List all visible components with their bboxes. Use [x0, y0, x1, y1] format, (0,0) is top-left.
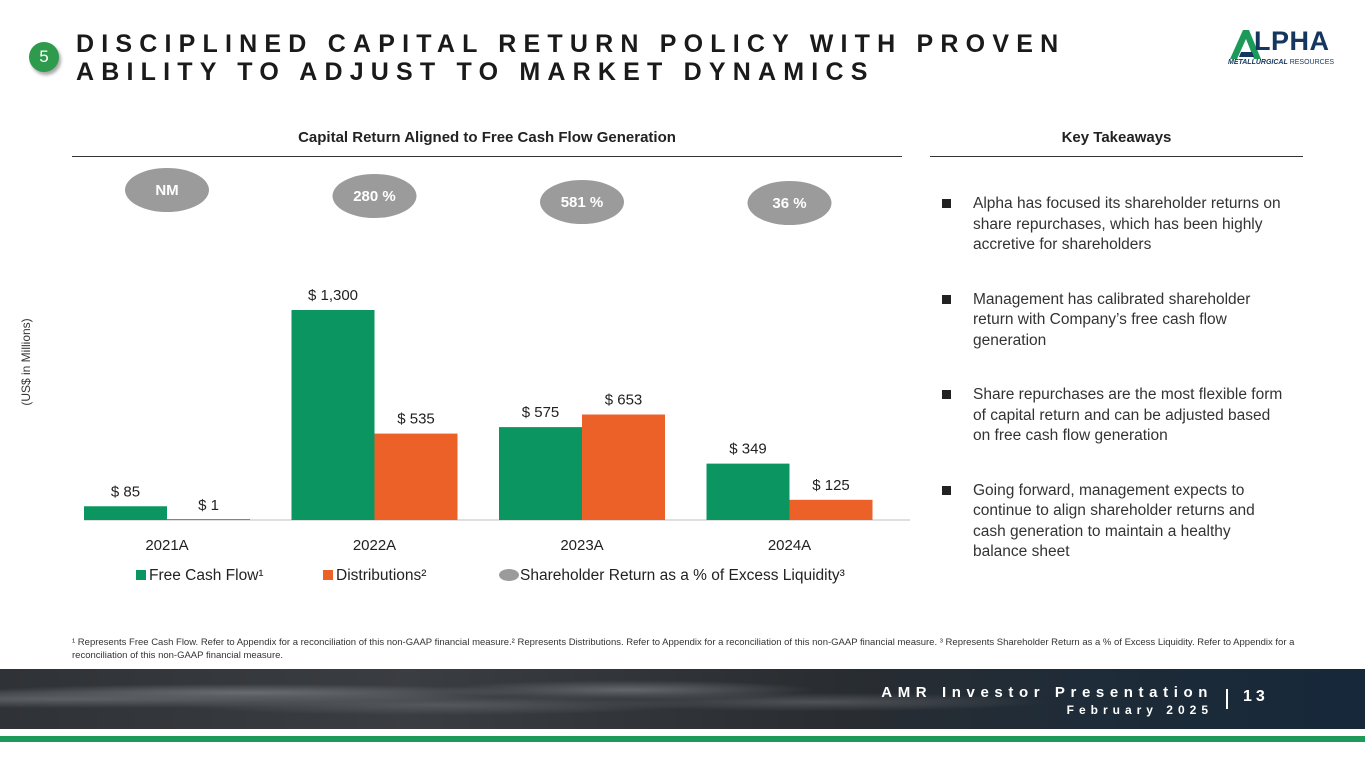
distributions-data-label: $ 125 [812, 477, 850, 494]
takeaway-text: Management has calibrated shareholder re… [973, 290, 1251, 349]
shareholder-return-label: 280 % [353, 188, 396, 205]
category-tick-label: 2024A [768, 537, 811, 554]
legend-distributions-label: Distributions² [336, 567, 426, 584]
legend-distributions-swatch [323, 570, 333, 580]
logo-wordmark: LPHA [1254, 26, 1330, 56]
square-bullet-icon [942, 199, 951, 208]
takeaway-item: Alpha has focused its shareholder return… [942, 194, 1287, 256]
footer-line2: February 2025 [1066, 703, 1213, 717]
logo-subtitle: METALLURGICAL RESOURCES [1228, 59, 1335, 66]
section-badge: 5 [29, 42, 59, 72]
takeaway-item: Management has calibrated shareholder re… [942, 290, 1287, 352]
shareholder-return-label: 36 % [772, 195, 806, 212]
company-logo: LPHA METALLURGICAL RESOURCES [1226, 26, 1348, 70]
distributions-bar [582, 414, 665, 520]
slide-title: DISCIPLINED CAPITAL RETURN POLICY WITH P… [76, 30, 1066, 86]
legend-fcf-label: Free Cash Flow¹ [149, 567, 264, 584]
fcf-data-label: $ 349 [729, 441, 767, 458]
distributions-data-label: $ 1 [198, 497, 219, 514]
footnote: ¹ Represents Free Cash Flow. Refer to Ap… [72, 637, 1295, 661]
distributions-bar [374, 433, 458, 520]
legend-fcf-swatch [136, 570, 146, 580]
category-tick-label: 2023A [560, 537, 603, 554]
fcf-bar [291, 310, 375, 520]
category-tick-label: 2022A [353, 537, 396, 554]
takeaway-text: Alpha has focused its shareholder return… [973, 195, 1281, 253]
footer-line1: AMR Investor Presentation [881, 684, 1213, 701]
takeaway-text: Share repurchases are the most flexible … [973, 386, 1283, 444]
fcf-bar [499, 427, 582, 520]
shareholder-return-label: NM [155, 182, 178, 199]
square-bullet-icon [942, 485, 951, 495]
takeaway-item: Going forward, management expects to con… [942, 481, 1287, 563]
shareholder-return-ellipse [747, 181, 832, 225]
takeaways-heading-rule [930, 156, 1303, 157]
shareholder-return-ellipse [540, 180, 624, 224]
page-number: 13 [1243, 688, 1269, 705]
fcf-bar [84, 506, 167, 520]
shareholder-return-label: 581 % [561, 194, 604, 211]
key-takeaways-list: Alpha has focused its shareholder return… [942, 194, 1287, 597]
fcf-bar [706, 463, 790, 520]
capital-return-bar-chart: $ 85 $ 1 2021A NM $ 1,300 $ 535 2022A 280 % $ 57… [84, 168, 910, 584]
legend-shareholder-label: Shareholder Return as a % of Excess Liqu… [520, 567, 845, 584]
shareholder-return-ellipse [125, 168, 209, 212]
distributions-bar [167, 519, 250, 520]
category-tick-label: 2021A [145, 537, 188, 554]
legend-shareholder-swatch [499, 569, 519, 581]
footer-separator [1226, 689, 1228, 709]
fcf-data-label: $ 1,300 [308, 287, 358, 304]
shareholder-return-ellipse [332, 174, 417, 218]
square-bullet-icon [942, 390, 951, 399]
fcf-data-label: $ 85 [111, 483, 140, 500]
square-bullet-icon [942, 294, 951, 304]
chart-heading: Capital Return Aligned to Free Cash Flow… [298, 129, 676, 146]
footer-green-strip [0, 736, 1365, 742]
fcf-data-label: $ 575 [522, 404, 560, 421]
chart-heading-rule [72, 156, 902, 157]
footer-presentation-title: AMR Investor Presentation February 2025 [881, 684, 1213, 717]
takeaway-item: Share repurchases are the most flexible … [942, 385, 1287, 447]
distributions-data-label: $ 653 [605, 392, 643, 409]
distributions-data-label: $ 535 [397, 411, 435, 428]
alpha-logo-mark-icon [1230, 30, 1261, 59]
footer-coal-band [0, 669, 1365, 729]
distributions-bar [789, 499, 873, 520]
takeaway-text: Going forward, management expects to con… [973, 481, 1255, 561]
takeaways-heading: Key Takeaways [1061, 129, 1172, 146]
